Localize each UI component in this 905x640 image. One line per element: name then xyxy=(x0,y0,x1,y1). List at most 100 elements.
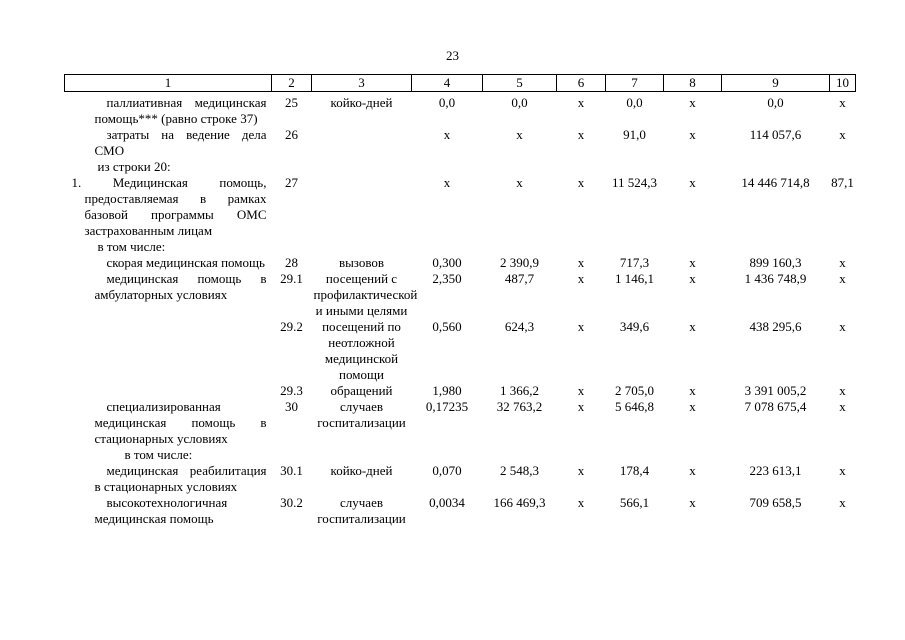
value-col6 xyxy=(557,239,606,255)
value-col4: 2,350 xyxy=(432,271,462,286)
value-col4: 0,560 xyxy=(432,319,462,334)
table-row: медицинская помощь в амбулаторных услови… xyxy=(65,271,856,319)
value-col6: х xyxy=(577,255,585,270)
value-col10: х xyxy=(839,399,846,414)
line-number xyxy=(272,239,312,255)
value-col8: х xyxy=(689,399,696,414)
line-number: 27 xyxy=(285,175,298,190)
line-number xyxy=(272,159,312,175)
value-col9: 709 658,5 xyxy=(749,495,802,510)
indicator-name: в том числе: xyxy=(97,239,166,254)
indicator-name: 1. Медицинская помощь, предоставляемая в… xyxy=(71,175,267,238)
value-col8: х xyxy=(689,127,696,142)
value-col5 xyxy=(483,239,557,255)
value-col9: 1 436 748,9 xyxy=(744,271,807,286)
indicator-name: специализированная медицинская помощь в … xyxy=(94,399,267,446)
page-number: 23 xyxy=(446,48,459,63)
value-col5: 166 469,3 xyxy=(493,495,546,510)
value-col7: 1 146,1 xyxy=(615,271,654,286)
value-col5: 487,7 xyxy=(504,271,535,286)
line-number: 29.3 xyxy=(280,383,303,398)
value-col7: 5 646,8 xyxy=(615,399,654,414)
unit-of-measure xyxy=(312,175,412,239)
value-col9: 14 446 714,8 xyxy=(741,175,810,190)
table-row: 1. Медицинская помощь, предоставляемая в… xyxy=(65,175,856,239)
unit-of-measure: случаев госпитализации xyxy=(317,495,406,526)
line-number: 30 xyxy=(285,399,298,414)
indicator-name: медицинская реабилитация в стационарных … xyxy=(94,463,267,494)
value-col4 xyxy=(412,447,483,463)
value-col9: 223 613,1 xyxy=(749,463,802,478)
column-number-4: 4 xyxy=(411,74,483,92)
value-col10: х xyxy=(839,127,846,142)
table-row: паллиативная медицинская помощь*** (равн… xyxy=(65,92,856,128)
value-col5 xyxy=(483,159,557,175)
value-col4: 0,17235 xyxy=(425,399,469,414)
table-row: специализированная медицинская помощь в … xyxy=(65,399,856,447)
line-number: 30.2 xyxy=(280,495,303,510)
value-col7: 0,0 xyxy=(626,95,643,110)
value-col10: х xyxy=(839,495,846,510)
unit-of-measure: вызовов xyxy=(338,255,385,270)
value-col7 xyxy=(606,239,664,255)
indicator-name xyxy=(65,383,272,399)
value-col6: х xyxy=(577,399,585,414)
column-number-2: 2 xyxy=(271,74,312,92)
value-col4: 0,0 xyxy=(438,95,456,110)
value-col6 xyxy=(557,159,606,175)
value-col4: 0,070 xyxy=(432,463,462,478)
value-col9 xyxy=(722,447,830,463)
value-col7: 11 524,3 xyxy=(611,175,658,190)
table-row: скорая медицинская помощь 28 вызовов 0,300 2… xyxy=(65,255,856,271)
column-number-7: 7 xyxy=(605,74,664,92)
column-number-10: 10 xyxy=(829,74,856,92)
value-col6: х xyxy=(577,319,585,334)
indicator-name: в том числе: xyxy=(124,447,193,462)
value-col8: х xyxy=(689,271,696,286)
indicator-name: затраты на ведение дела СМО xyxy=(94,127,267,158)
value-col9: 899 160,3 xyxy=(749,255,802,270)
column-number-5: 5 xyxy=(482,74,557,92)
value-col4: х xyxy=(443,127,451,142)
value-col9: 7 078 675,4 xyxy=(744,399,807,414)
unit-of-measure: случаев госпитализации xyxy=(317,399,406,430)
line-number: 29.1 xyxy=(280,271,303,286)
value-col10: х xyxy=(839,463,846,478)
value-col9 xyxy=(722,159,830,175)
table-row: в том числе: xyxy=(65,239,856,255)
value-col8: х xyxy=(689,95,696,110)
value-col4: 0,0034 xyxy=(429,495,465,510)
value-col7: 349,6 xyxy=(619,319,650,334)
table-row: высокотехнологичная медицинская помощь 30… xyxy=(65,495,856,527)
unit-of-measure: посещений с профилактической и иными цел… xyxy=(313,271,418,318)
value-col4: 0,300 xyxy=(432,255,462,270)
value-col9: 3 391 005,2 xyxy=(744,383,807,398)
indicator-name: скорая медицинская помощь xyxy=(106,255,265,270)
indicator-name: высокотехнологичная медицинская помощь xyxy=(94,495,228,526)
value-col7: 566,1 xyxy=(619,495,650,510)
table-row: затраты на ведение дела СМО 26 х х х 91,0 х 114… xyxy=(65,127,856,159)
value-col10: х xyxy=(839,95,846,110)
value-col5: 2 390,9 xyxy=(500,255,539,270)
table-body: паллиативная медицинская помощь*** (равн… xyxy=(65,92,856,528)
value-col7: 91,0 xyxy=(623,127,646,142)
value-col9: 438 295,6 xyxy=(749,319,802,334)
value-col8: х xyxy=(689,175,696,190)
line-number: 30.1 xyxy=(280,463,303,478)
unit-of-measure: посещений по неотложной медицинской помо… xyxy=(322,319,401,382)
value-col6 xyxy=(557,447,606,463)
value-col4 xyxy=(412,159,483,175)
value-col8: х xyxy=(689,255,696,270)
unit-of-measure: койко-дней xyxy=(330,95,393,110)
column-number-8: 8 xyxy=(663,74,722,92)
value-col7: 2 705,0 xyxy=(615,383,654,398)
value-col6: х xyxy=(577,495,585,510)
value-col10: х xyxy=(839,271,846,286)
value-col9 xyxy=(722,239,830,255)
value-col6: х xyxy=(577,127,585,142)
indicator-name: паллиативная медицинская помощь*** (равн… xyxy=(94,95,267,126)
table-row: 29.3 обращений 1,980 1 366,2 х 2 705,0 х 3 391 … xyxy=(65,383,856,399)
value-col8: х xyxy=(689,495,696,510)
value-col5: 624,3 xyxy=(504,319,535,334)
